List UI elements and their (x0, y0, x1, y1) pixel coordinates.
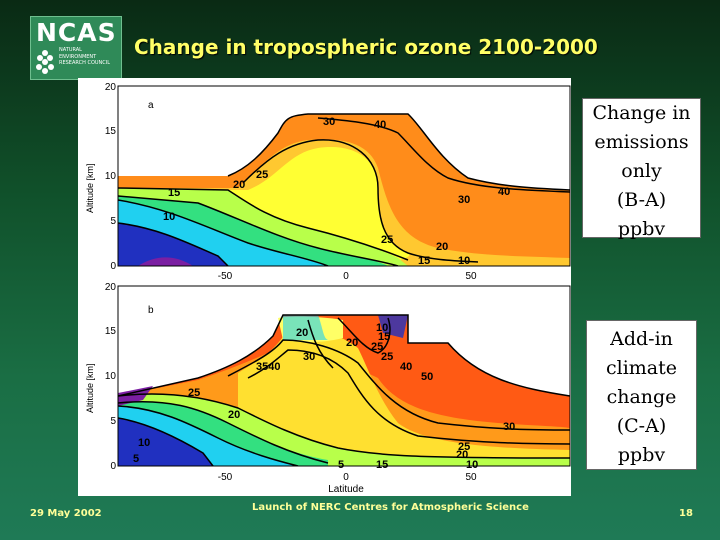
contour-label: 30 (503, 421, 515, 433)
contour-label: 40 (374, 119, 386, 131)
contour-label: 15 (376, 459, 388, 471)
contour-label: 25 (188, 387, 200, 399)
contour-label: 5 (338, 459, 344, 471)
contour-label: 10 (138, 437, 150, 449)
x-tick: -50 (218, 271, 233, 282)
info-box-a: Change in emissions only (B-A) ppbv (582, 98, 701, 240)
panel-b-label: b (148, 305, 154, 316)
y-tick: 20 (105, 82, 117, 93)
box-line: (C-A) (616, 415, 667, 437)
panel-b: b 20 20 10 15 25 30 3540 25 40 50 20 25 … (85, 282, 571, 495)
box-line: change (606, 386, 677, 408)
ncas-logo: NCAS NATURAL ENVIRONMENT RESEARCH COUNCI… (30, 16, 122, 80)
x-tick: 50 (465, 472, 477, 483)
footer-date: 29 May 2002 (30, 508, 102, 519)
contour-label: 10 (163, 211, 175, 223)
contour-label: 20 (228, 409, 240, 421)
contour-label: 50 (421, 371, 433, 383)
contour-label: 15 (168, 187, 180, 199)
panel-a-label: a (148, 100, 154, 111)
x-axis-label: Latitude (328, 484, 364, 495)
logo-subtitle: NATURAL ENVIRONMENT RESEARCH COUNCIL (59, 47, 110, 67)
contour-label: 20 (233, 179, 245, 191)
x-tick: 0 (343, 472, 349, 483)
y-tick: 5 (110, 216, 116, 227)
footer-event: Launch of NERC Centres for Atmospheric S… (252, 502, 529, 513)
panel-a: a 30 40 25 20 15 10 30 40 25 20 15 10 0 … (85, 82, 571, 282)
contour-label: 10 (466, 459, 478, 471)
box-line: Add-in (610, 328, 673, 350)
info-box-b: Add-in climate change (C-A) ppbv (586, 320, 697, 470)
contour-label: 25 (381, 234, 393, 246)
contour-label: 20 (456, 449, 468, 461)
y-tick: 0 (110, 261, 116, 272)
contour-label: 10 (458, 255, 470, 267)
box-line: climate (605, 357, 678, 379)
y-tick: 5 (110, 416, 116, 427)
contour-label: 30 (458, 194, 470, 206)
contour-label: 15 (378, 331, 390, 343)
y-tick: 15 (105, 326, 117, 337)
box-line: (B-A) (616, 189, 667, 211)
ozone-figure: a 30 40 25 20 15 10 30 40 25 20 15 10 0 … (78, 78, 571, 496)
y-tick: 10 (105, 171, 117, 182)
y-tick: 20 (105, 282, 117, 293)
logo-text: NCAS (36, 18, 117, 47)
box-line: ppbv (617, 218, 666, 240)
contour-label: 20 (346, 337, 358, 349)
contour-label: 30 (303, 351, 315, 363)
y-tick: 0 (110, 461, 116, 472)
y-tick: 15 (105, 126, 117, 137)
box-line: emissions (594, 131, 689, 153)
x-tick: -50 (218, 472, 233, 483)
logo-subtitle-line: ENVIRONMENT (59, 53, 97, 60)
y-axis-label: Altitude [km] (85, 363, 95, 413)
contour-label: 40 (498, 186, 510, 198)
footer-page-number: 18 (679, 508, 693, 519)
contour-label: 25 (381, 351, 393, 363)
contour-label: 25 (256, 169, 268, 181)
logo-tree-icon (36, 50, 54, 74)
x-tick: 0 (343, 271, 349, 282)
contour-label: 3540 (256, 361, 280, 373)
contour-label: 20 (296, 327, 308, 339)
contour-label: 5 (133, 453, 139, 465)
contour-label: 15 (418, 255, 430, 267)
y-tick: 10 (105, 371, 117, 382)
y-axis-label: Altitude [km] (85, 163, 95, 213)
contour-label: 20 (436, 241, 448, 253)
contour-label: 30 (323, 116, 335, 128)
contour-label: 10 (376, 322, 388, 334)
box-line: ppbv (617, 444, 666, 466)
logo-subtitle-line: NATURAL (59, 47, 82, 53)
logo-subtitle-line: RESEARCH COUNCIL (59, 60, 111, 66)
contour-label: 25 (371, 341, 383, 353)
x-tick: 50 (465, 271, 477, 282)
box-line: only (621, 160, 662, 182)
contour-label: 40 (400, 361, 412, 373)
box-line: Change in (592, 102, 691, 124)
contour-label: 25 (458, 441, 470, 453)
slide-title: Change in tropospheric ozone 2100-2000 (134, 35, 598, 59)
